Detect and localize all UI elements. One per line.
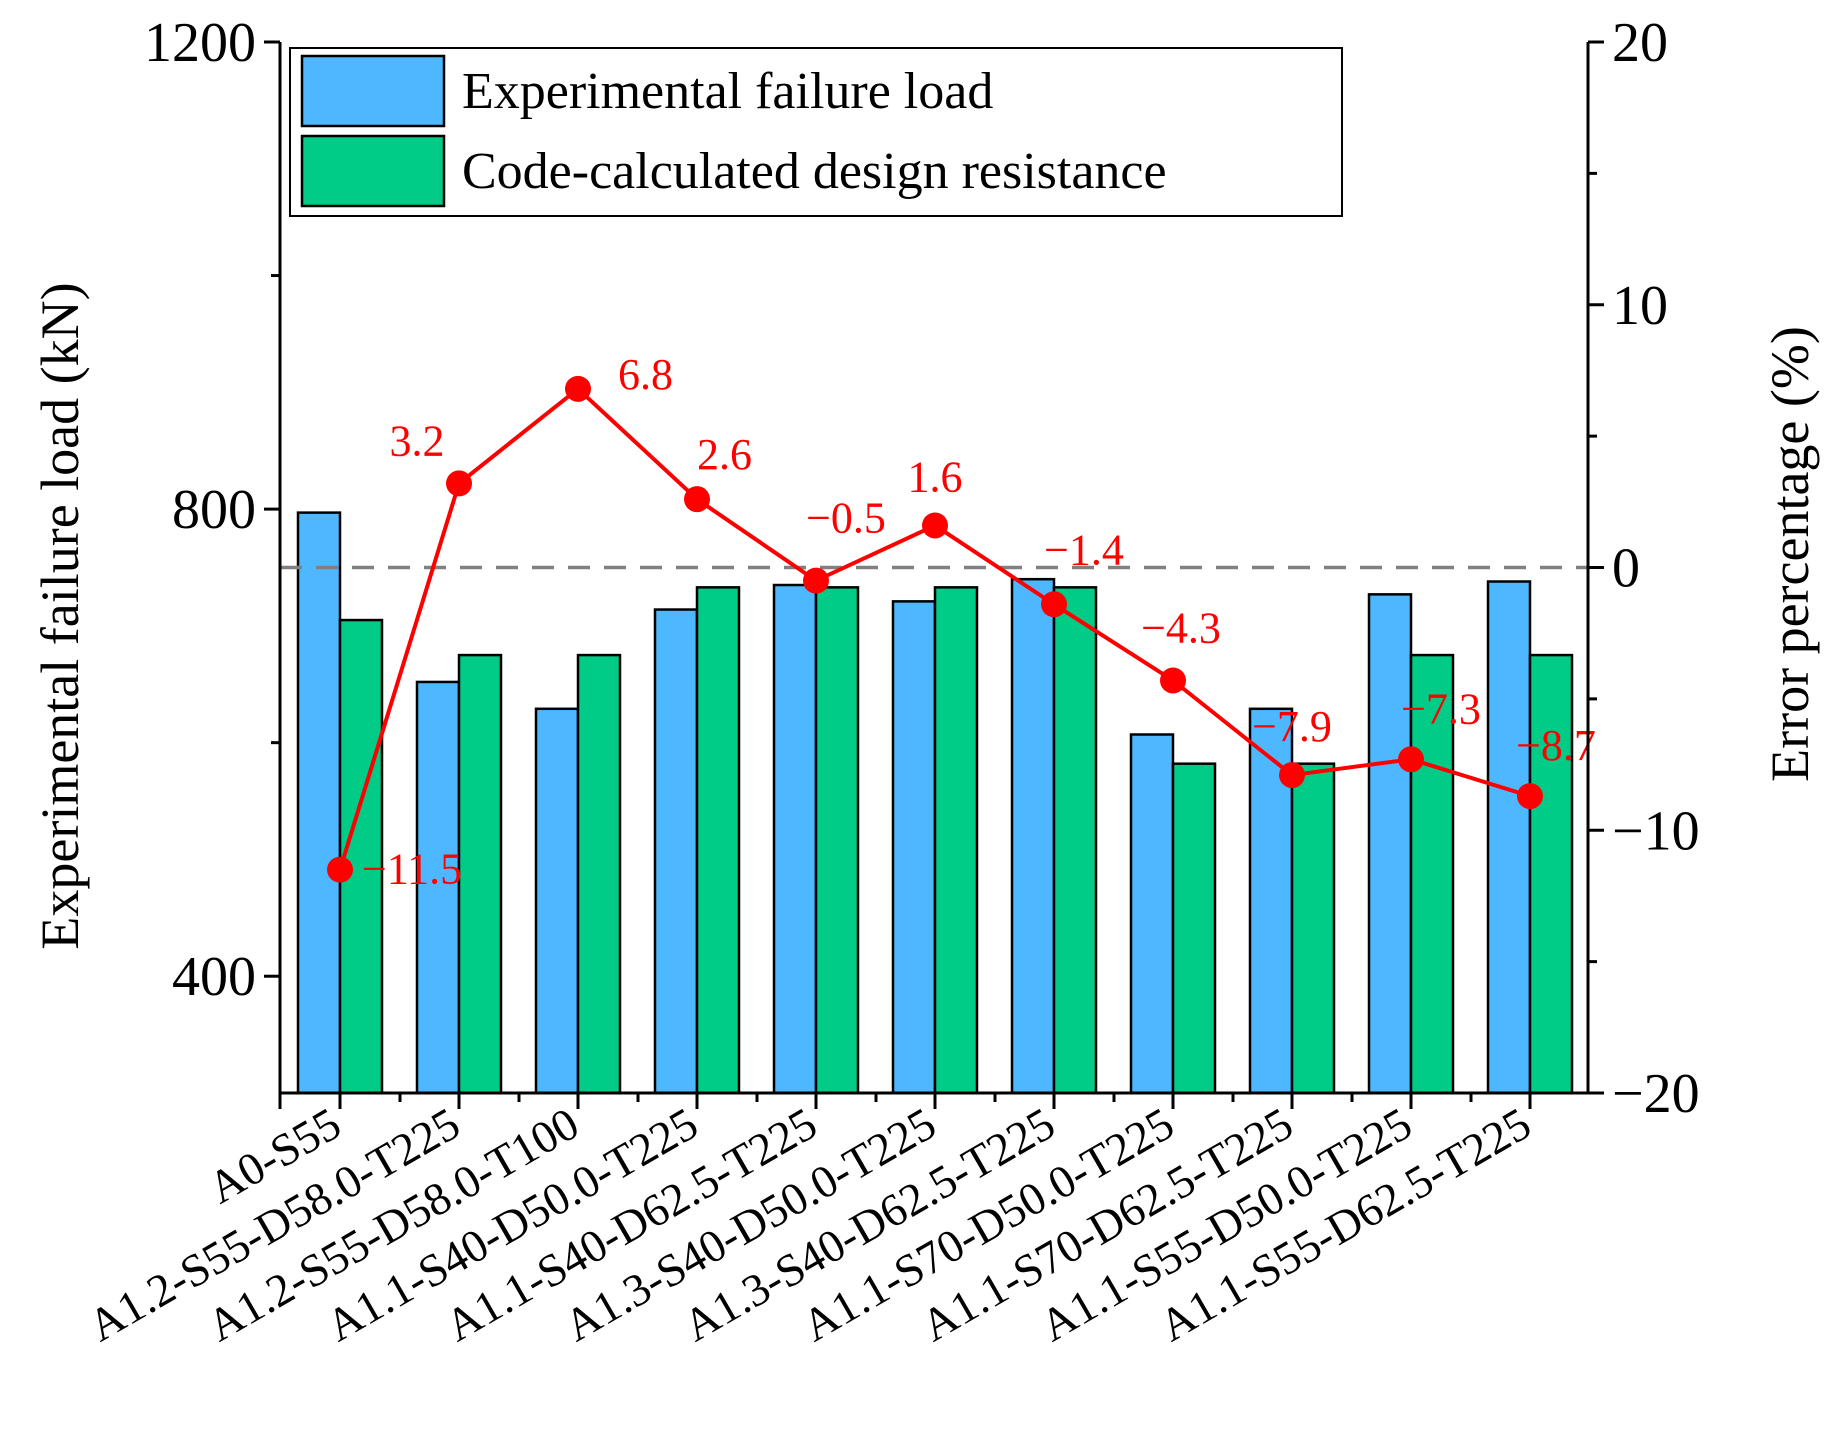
y2-tick-label: −10 bbox=[1612, 800, 1700, 862]
error-point bbox=[1517, 783, 1543, 810]
bar-code-calculated bbox=[338, 618, 384, 1095]
legend-swatch bbox=[300, 134, 446, 208]
bar-code-calculated bbox=[576, 653, 622, 1095]
error-point bbox=[1160, 667, 1186, 694]
y2-tick-label: −20 bbox=[1612, 1063, 1700, 1125]
y-tick-label: 1200 bbox=[144, 12, 256, 74]
error-data-label: 6.8 bbox=[618, 350, 673, 399]
y-tick-label: 800 bbox=[172, 479, 256, 541]
bar-experimental bbox=[415, 680, 461, 1095]
bar-experimental bbox=[653, 608, 699, 1095]
bar-experimental bbox=[1010, 577, 1056, 1095]
bar-experimental bbox=[1129, 733, 1175, 1095]
error-line-layer: −11.5 3.2 6.8 2.6 −0.5 1.6 −1.4 −4.3 −7.9 −7.3 −8.… bbox=[327, 350, 1596, 894]
y-axis-title: Experimental failure load (kN) bbox=[30, 282, 90, 949]
bar-code-calculated bbox=[814, 586, 860, 1095]
bar-code-calculated bbox=[1290, 762, 1336, 1095]
bar-experimental bbox=[891, 600, 937, 1095]
bar-code-calculated bbox=[1171, 762, 1217, 1095]
error-data-label: −4.3 bbox=[1141, 603, 1221, 652]
bar-code-calculated bbox=[695, 586, 741, 1095]
error-point bbox=[327, 856, 353, 883]
legend: Experimental failure load Code-calculated… bbox=[289, 47, 1343, 217]
error-point bbox=[684, 486, 710, 513]
bar-code-calculated bbox=[1409, 653, 1455, 1095]
y2-axis-title: Error percentage (%) bbox=[1760, 326, 1820, 782]
error-data-label: −11.5 bbox=[362, 845, 462, 894]
bars-layer bbox=[296, 511, 1574, 1095]
error-point bbox=[1279, 762, 1305, 789]
error-data-label: −7.9 bbox=[1252, 702, 1332, 751]
bar-experimental bbox=[534, 707, 580, 1095]
error-point bbox=[1041, 591, 1067, 618]
legend-label: Experimental failure load bbox=[462, 63, 993, 120]
error-point bbox=[1398, 746, 1424, 773]
error-data-label: 1.6 bbox=[908, 452, 963, 501]
bar-experimental bbox=[296, 511, 342, 1095]
error-data-label: 2.6 bbox=[697, 430, 752, 479]
bar-code-calculated bbox=[457, 653, 503, 1095]
error-point bbox=[803, 567, 829, 594]
error-data-label: −1.4 bbox=[1044, 525, 1124, 574]
error-data-label: 3.2 bbox=[390, 416, 445, 465]
bar-experimental bbox=[772, 583, 818, 1095]
error-data-label: −8.7 bbox=[1516, 721, 1596, 770]
bar-experimental bbox=[1367, 593, 1413, 1095]
y-tick-label: 400 bbox=[172, 946, 256, 1008]
y2-tick-label: 20 bbox=[1612, 12, 1668, 74]
error-data-label: −7.3 bbox=[1401, 684, 1481, 733]
legend-label: Code-calculated design resistance bbox=[462, 143, 1167, 200]
error-data-label: −0.5 bbox=[806, 494, 886, 543]
error-point bbox=[565, 375, 591, 402]
legend-swatch bbox=[300, 54, 446, 128]
bar-experimental bbox=[1486, 580, 1532, 1095]
y2-tick-label: 10 bbox=[1612, 275, 1668, 337]
bar-code-calculated bbox=[933, 586, 979, 1095]
bar-code-calculated bbox=[1052, 586, 1098, 1095]
error-point bbox=[922, 512, 948, 539]
y2-tick-label: 0 bbox=[1612, 538, 1640, 600]
error-point bbox=[446, 470, 472, 497]
legend-box bbox=[289, 47, 1343, 217]
